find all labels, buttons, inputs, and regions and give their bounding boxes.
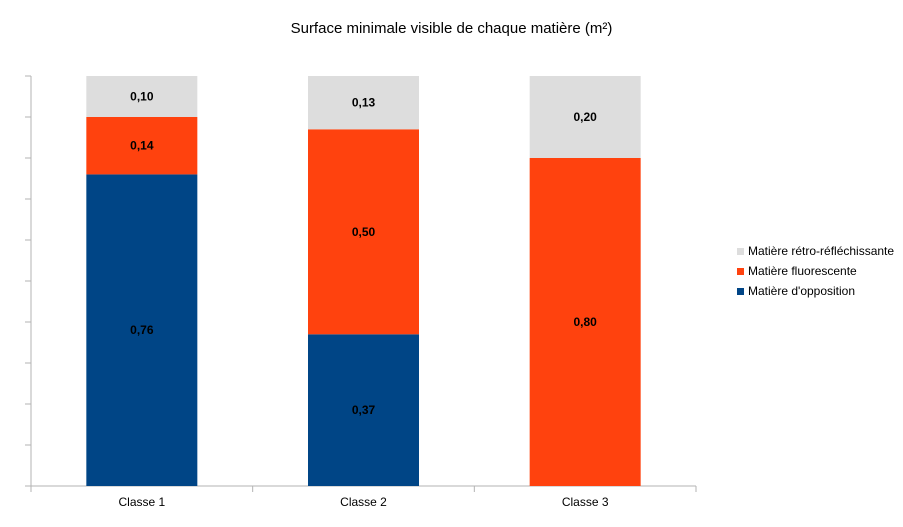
legend-swatch — [737, 287, 744, 295]
data-label: 0,80 — [573, 315, 597, 329]
data-label: 0,37 — [352, 403, 376, 417]
bar-segment — [86, 117, 198, 175]
chart-title: Surface minimale visible de chaque matiè… — [290, 20, 613, 37]
data-label: 0,10 — [130, 90, 154, 104]
bar-segment — [86, 76, 198, 117]
legend-label: Matière d'opposition — [748, 284, 856, 298]
legend-label: Matière rétro-réfléchissante — [748, 244, 895, 258]
bar-segment — [308, 129, 419, 335]
legend-item: Matière fluorescente — [737, 261, 894, 281]
x-tick-label: Classe 2 — [340, 495, 387, 509]
bar-segment — [529, 76, 641, 158]
data-label: 0,50 — [352, 225, 376, 239]
bar-segment — [308, 334, 419, 486]
legend-label: Matière fluorescente — [748, 264, 857, 278]
bar-segment — [86, 174, 198, 486]
data-label: 0,76 — [130, 323, 154, 337]
chart-legend: Matière rétro-réfléchissante Matière fluo… — [737, 241, 894, 301]
x-tick-label: Classe 3 — [562, 495, 609, 509]
bar-segment — [308, 76, 419, 130]
data-label: 0,13 — [352, 96, 376, 110]
data-label: 0,14 — [130, 139, 154, 153]
bar-segment — [529, 158, 641, 486]
legend-swatch — [737, 267, 744, 275]
data-label: 0,20 — [573, 110, 597, 124]
legend-item: Matière d'opposition — [737, 281, 894, 301]
legend-item: Matière rétro-réfléchissante — [737, 241, 894, 261]
legend-swatch — [737, 247, 744, 255]
x-tick-label: Classe 1 — [118, 495, 165, 509]
